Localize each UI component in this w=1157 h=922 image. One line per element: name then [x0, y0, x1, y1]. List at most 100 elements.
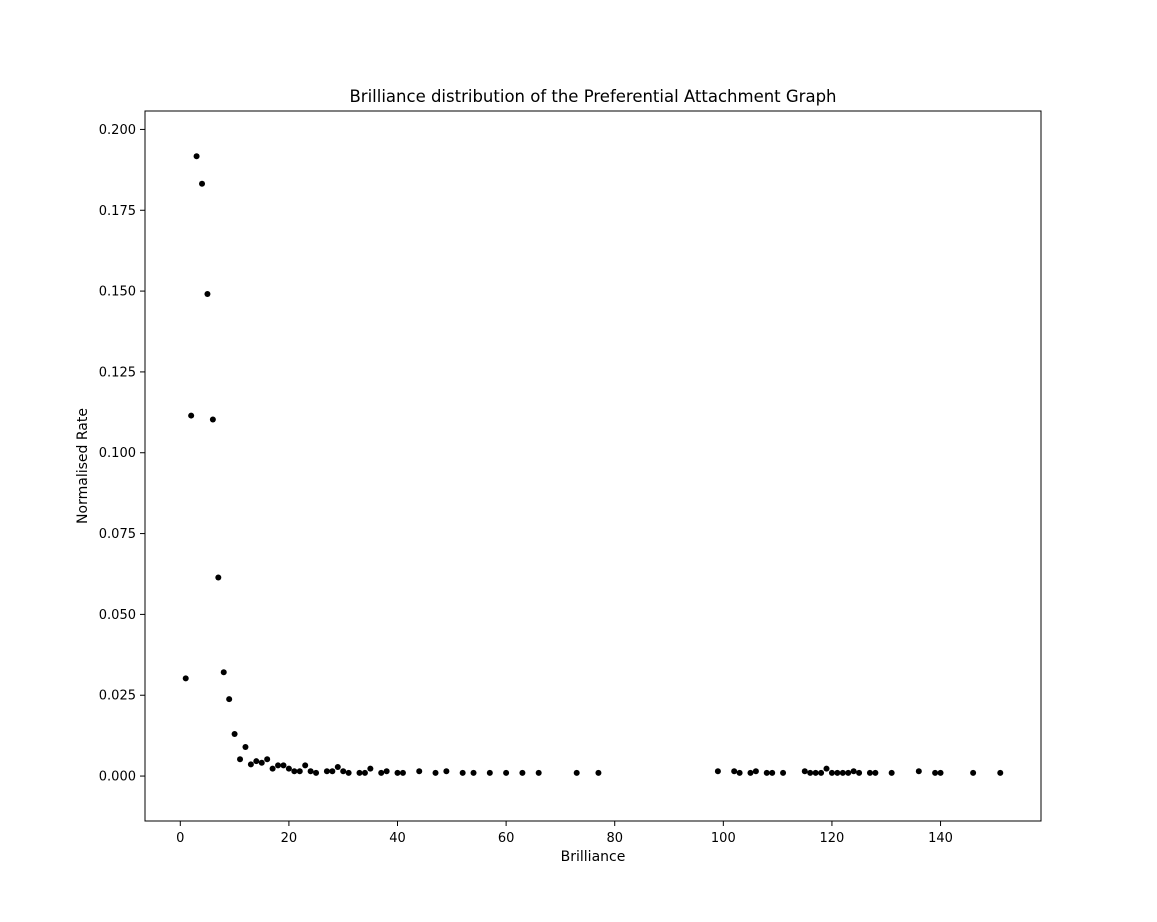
data-point [915, 768, 922, 775]
data-point [470, 769, 477, 776]
y-tick-label: 0.050 [99, 608, 136, 623]
data-point [807, 769, 814, 776]
plot-frame [144, 110, 1042, 822]
data-point [818, 769, 825, 776]
chart-title: Brilliance distribution of the Preferent… [349, 87, 836, 106]
y-tick-label: 0.075 [99, 527, 136, 542]
y-tick-label: 0.200 [99, 123, 136, 138]
data-point [269, 765, 276, 772]
y-tick-label: 0.125 [99, 365, 136, 380]
data-point [367, 765, 374, 772]
data-point [828, 769, 835, 776]
data-point [519, 769, 526, 776]
y-axis-label: Normalised Rate [75, 408, 91, 524]
data-point [204, 290, 211, 297]
data-point [280, 762, 287, 769]
data-point [193, 153, 200, 160]
data-point [394, 769, 401, 776]
x-tick-label: 0 [176, 831, 184, 846]
y-tick-label: 0.100 [99, 446, 136, 461]
data-point [356, 769, 363, 776]
data-point [595, 769, 602, 776]
x-tick-label: 60 [498, 831, 515, 846]
data-point [856, 769, 863, 776]
data-point [258, 759, 265, 766]
x-tick-label: 120 [820, 831, 845, 846]
data-point [345, 769, 352, 776]
x-tick-label: 40 [389, 831, 406, 846]
data-point [459, 769, 466, 776]
data-point [937, 769, 944, 776]
data-point [302, 762, 309, 769]
data-point [383, 768, 390, 775]
data-point [264, 756, 271, 763]
data-point [199, 180, 206, 187]
data-point [503, 769, 510, 776]
data-point [285, 765, 292, 772]
data-point [866, 769, 873, 776]
data-point [801, 768, 808, 775]
x-axis-ticks: 0 20 40 60 80 100 120 140 [176, 821, 953, 846]
data-point [970, 769, 977, 776]
data-point [313, 769, 320, 776]
data-point [535, 769, 542, 776]
x-tick-label: 20 [281, 831, 298, 846]
data-point [752, 768, 759, 775]
y-tick-label: 0.000 [99, 770, 136, 785]
data-point [231, 731, 238, 738]
data-point [850, 768, 857, 775]
data-point [573, 769, 580, 776]
data-point [215, 574, 222, 581]
x-tick-label: 140 [928, 831, 953, 846]
data-point [182, 675, 189, 682]
data-point [237, 756, 244, 763]
data-point [340, 768, 347, 775]
data-point [307, 768, 314, 775]
data-point [834, 769, 841, 776]
data-point [769, 769, 776, 776]
data-point [872, 769, 879, 776]
y-axis-ticks: 0.000 0.025 0.050 0.075 0.100 0.125 0.150 0.175… [99, 123, 145, 785]
data-point [247, 761, 254, 768]
data-point [932, 769, 939, 776]
data-point [399, 769, 406, 776]
x-tick-label: 80 [606, 831, 623, 846]
data-point [780, 769, 787, 776]
data-point [714, 768, 721, 775]
data-point [763, 769, 770, 776]
data-point [823, 765, 830, 772]
data-point [486, 769, 493, 776]
data-point [812, 769, 819, 776]
y-tick-label: 0.150 [99, 285, 136, 300]
data-point [291, 768, 298, 775]
x-axis-label: Brilliance [561, 849, 626, 865]
data-point [731, 768, 738, 775]
data-point [329, 768, 336, 775]
data-point [443, 768, 450, 775]
data-point [416, 768, 423, 775]
data-point [253, 758, 260, 765]
data-point [736, 769, 743, 776]
x-tick-label: 100 [711, 831, 736, 846]
data-point [839, 769, 846, 776]
data-point [747, 769, 754, 776]
y-tick-label: 0.175 [99, 204, 136, 219]
data-point [275, 762, 282, 769]
data-point [323, 768, 330, 775]
data-point [209, 416, 216, 423]
data-point [361, 769, 368, 776]
data-point [432, 769, 439, 776]
data-point [378, 769, 385, 776]
data-point [220, 669, 227, 676]
data-point [242, 743, 249, 750]
data-point [997, 769, 1004, 776]
data-point [226, 696, 233, 703]
y-tick-label: 0.025 [99, 689, 136, 704]
data-point [888, 769, 895, 776]
data-points [182, 153, 1004, 776]
data-point [845, 769, 852, 776]
data-point [188, 412, 195, 419]
data-point [296, 768, 303, 775]
